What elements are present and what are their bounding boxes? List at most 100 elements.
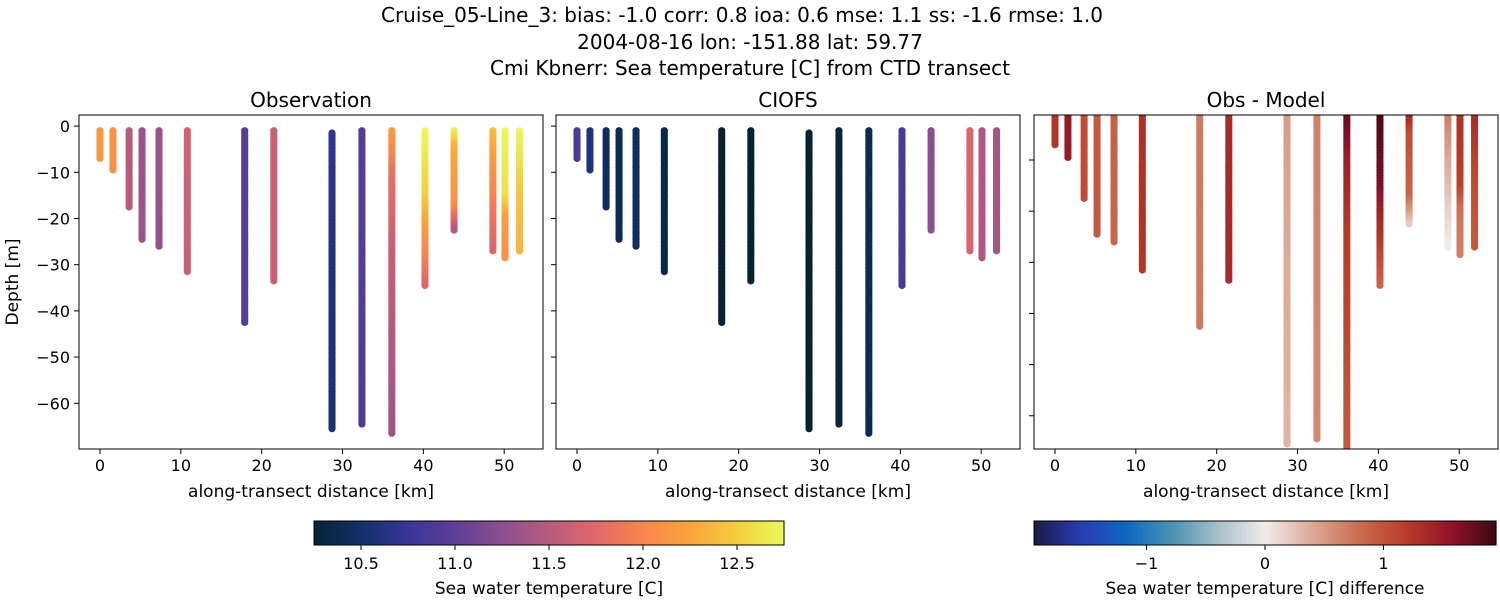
suptitle-line-3: Cmi Kbnerr: Sea temperature [C] from CTD… xyxy=(490,56,1010,80)
colorbar-swatch xyxy=(478,521,484,545)
colorbar-swatch xyxy=(337,521,343,545)
colorbar-swatch xyxy=(1211,521,1216,545)
data-point xyxy=(1444,243,1452,251)
colorbar-swatch xyxy=(1492,521,1497,545)
colorbar-swatch xyxy=(1245,521,1251,545)
colorbar-swatch xyxy=(1291,521,1297,545)
colorbar-tick-label: 11.5 xyxy=(531,554,567,573)
colorbar-swatch xyxy=(1284,521,1289,545)
y-tick-label: −60 xyxy=(36,394,70,413)
colorbar-swatch xyxy=(584,521,589,545)
profile-7 xyxy=(270,127,278,285)
colorbar-swatch xyxy=(1072,521,1077,545)
data-point xyxy=(241,318,249,327)
colorbar-swatch xyxy=(1184,521,1189,545)
data-point xyxy=(805,425,813,433)
colorbar-swatch xyxy=(1118,521,1124,545)
colorbar-swatch xyxy=(513,521,519,545)
colorbar-swatch xyxy=(674,521,679,545)
y-tick-label: −30 xyxy=(36,256,70,275)
colorbar-swatch xyxy=(1461,521,1466,545)
colorbar-tick-label: 11.0 xyxy=(437,554,473,573)
colorbar-swatch xyxy=(1353,521,1358,545)
data-point xyxy=(328,425,336,433)
profile-4 xyxy=(155,127,163,250)
data-point xyxy=(388,429,396,437)
x-tick-label: 20 xyxy=(252,456,272,475)
colorbar-swatch xyxy=(596,521,601,545)
profile-11 xyxy=(1376,115,1384,289)
data-point xyxy=(1110,238,1118,246)
profile-10 xyxy=(388,127,396,437)
colorbar-swatch xyxy=(1349,521,1355,545)
y-tick-label: −10 xyxy=(36,163,70,182)
colorbar-swatch xyxy=(1465,521,1470,545)
profile-7 xyxy=(1225,115,1233,284)
colorbar-swatch xyxy=(1103,521,1108,545)
colorbar-swatch xyxy=(1161,521,1166,545)
colorbar-swatch xyxy=(682,521,687,545)
x-axis-label: along-transect distance [km] xyxy=(1143,482,1389,502)
profile-14 xyxy=(978,127,986,262)
colorbar-swatch xyxy=(1480,521,1486,545)
colorbar-swatch xyxy=(1153,521,1158,545)
colorbar-swatch xyxy=(764,521,769,545)
panel-title: Observation xyxy=(250,88,372,112)
profile-13 xyxy=(1444,115,1452,251)
data-point xyxy=(489,247,497,255)
colorbar-swatch xyxy=(580,521,585,545)
data-point xyxy=(501,254,509,262)
colorbar-swatch xyxy=(400,521,405,545)
colorbar-swatch xyxy=(361,521,366,545)
colorbar-swatch xyxy=(392,521,397,545)
profile-4 xyxy=(632,127,640,250)
colorbar-swatch xyxy=(443,521,448,545)
colorbar-swatch xyxy=(408,521,413,545)
data-point xyxy=(1376,281,1384,289)
colorbar-swatch xyxy=(1403,521,1409,545)
x-tick-label: 10 xyxy=(171,456,191,475)
colorbar-swatch xyxy=(780,521,785,545)
colorbar-swatch xyxy=(533,521,538,545)
data-point xyxy=(270,277,278,285)
colorbar-swatch xyxy=(396,521,401,545)
colorbar-swatch xyxy=(1095,521,1101,545)
colorbar-tick-label: 10.5 xyxy=(343,554,379,573)
colorbar-swatch xyxy=(1199,521,1204,545)
x-tick-label: 40 xyxy=(413,456,433,475)
colorbar-swatch xyxy=(364,521,370,545)
profile-15 xyxy=(992,127,1001,255)
colorbar-swatch xyxy=(1334,521,1339,545)
profile-15 xyxy=(1470,115,1479,251)
colorbar-swatch xyxy=(646,521,652,545)
colorbar-tick-label: 12.0 xyxy=(625,554,661,573)
colorbar-swatch xyxy=(768,521,773,545)
colorbar-swatch xyxy=(1469,521,1474,545)
profile-14 xyxy=(1456,115,1464,259)
panel-obs: Observation along-transect distance [km] 0… xyxy=(3,88,544,502)
colorbar-swatch xyxy=(325,521,331,545)
colorbar-swatch xyxy=(678,521,683,545)
colorbar-swatch xyxy=(1107,521,1112,545)
colorbar-swatch xyxy=(1064,521,1070,545)
colorbar-swatch xyxy=(458,521,464,545)
profile-1 xyxy=(1064,115,1072,162)
data-point xyxy=(1283,440,1291,448)
colorbar-swatch xyxy=(1488,521,1493,545)
colorbar-swatch xyxy=(552,521,558,545)
colorbar-swatch xyxy=(404,521,409,545)
data-point xyxy=(1196,322,1204,330)
profile-9 xyxy=(1313,115,1321,443)
colorbar-swatch xyxy=(1137,521,1143,545)
data-point xyxy=(155,242,163,250)
colorbar-swatch xyxy=(744,521,750,545)
colorbar-swatch xyxy=(372,521,378,545)
panel-title: CIOFS xyxy=(758,88,817,112)
colorbar-swatch xyxy=(1288,521,1293,545)
profile-4 xyxy=(1110,115,1118,246)
colorbar-swatch xyxy=(1191,521,1197,545)
data-point xyxy=(865,429,873,437)
colorbar-swatch xyxy=(529,521,534,545)
colorbar-swatch xyxy=(384,521,390,545)
data-point xyxy=(450,226,458,234)
